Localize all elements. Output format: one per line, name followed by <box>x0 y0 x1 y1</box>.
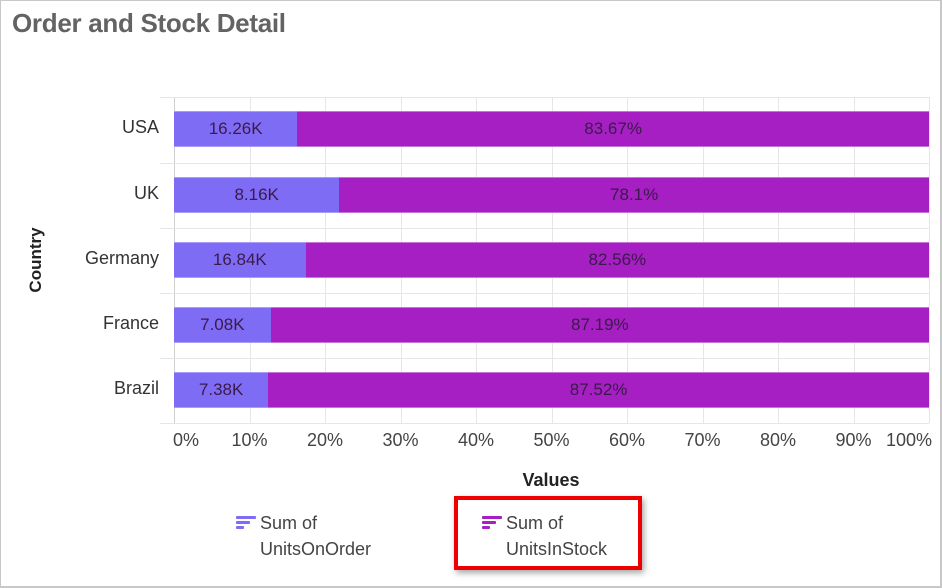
x-axis-tick-label: 90% <box>835 430 872 450</box>
x-axis-tick-label: 70% <box>684 430 721 450</box>
data-label: 7.08K <box>200 315 245 334</box>
bar-row-brazil: 7.38K 87.52% <box>174 372 929 408</box>
y-axis-label: UK <box>133 183 159 203</box>
y-axis-label: France <box>102 313 159 333</box>
legend-item-units-on-order[interactable]: Sum of UnitsOnOrder <box>236 510 371 562</box>
x-axis-tick-label: 100% <box>885 430 933 450</box>
x-axis-tick-label: 10% <box>231 430 268 450</box>
horizontal-gridline <box>160 97 929 98</box>
legend-label-line1: Sum of <box>506 513 564 533</box>
horizontal-gridline <box>160 358 929 359</box>
y-axis-label: Brazil <box>113 378 159 398</box>
x-axis-tick-label: 40% <box>457 430 495 450</box>
plot-area: 16.26K 83.67% 8.16K 78.1% 16.84K 82.56% 7.08K 8… <box>160 97 930 424</box>
bar-segment-units-on-order[interactable]: 7.08K <box>174 307 271 343</box>
bar-row-usa: 16.26K 83.67% <box>174 111 929 147</box>
x-axis-title: Values <box>522 470 580 490</box>
data-label: 16.26K <box>208 119 263 138</box>
bar-segment-units-on-order[interactable]: 8.16K <box>174 177 340 213</box>
x-axis-tick-label: 60% <box>608 430 646 450</box>
data-label: 82.56% <box>588 250 647 269</box>
legend-label-line1: Sum of <box>260 513 318 533</box>
data-label: 87.52% <box>569 380 628 399</box>
data-label: 83.67% <box>584 119 642 138</box>
bar-chart-icon <box>236 514 258 532</box>
data-label: 8.16K <box>234 185 279 204</box>
bar-row-uk: 8.16K 78.1% <box>174 177 929 213</box>
bar-segment-units-in-stock[interactable]: 82.56% <box>305 242 929 278</box>
bar-segment-units-in-stock[interactable]: 87.19% <box>270 307 929 343</box>
y-axis-title: Country <box>26 227 45 293</box>
y-axis-label: Germany <box>84 248 159 268</box>
bar-row-germany: 16.84K 82.56% <box>174 242 929 278</box>
bar-chart-icon <box>482 514 504 532</box>
bar-row-france: 7.08K 87.19% <box>174 307 929 343</box>
bar-segment-units-in-stock[interactable]: 87.52% <box>268 372 929 408</box>
bar-segment-units-in-stock[interactable]: 83.67% <box>297 111 929 147</box>
legend-label-line2: UnitsInStock <box>506 539 608 559</box>
data-label: 7.38K <box>198 380 244 399</box>
x-axis-tick-label: 80% <box>759 430 797 450</box>
x-axis-tick-label: 30% <box>382 430 419 450</box>
data-label: 87.19% <box>571 315 629 334</box>
legend-item-units-in-stock[interactable]: Sum of UnitsInStock <box>482 510 607 562</box>
highlight-annotation-box <box>454 496 642 570</box>
bar-segment-units-on-order[interactable]: 16.84K <box>174 242 306 278</box>
x-axis-tick-label: 50% <box>533 430 570 450</box>
horizontal-gridline <box>160 423 929 424</box>
data-label: 16.84K <box>212 250 267 269</box>
y-axis-label: USA <box>121 117 159 137</box>
legend-label-line2: UnitsOnOrder <box>260 539 372 559</box>
chart-title: Order and Stock Detail <box>12 8 286 38</box>
vertical-gridline <box>929 97 930 423</box>
bar-segment-units-on-order[interactable]: 7.38K <box>174 372 269 408</box>
bar-segment-units-on-order[interactable]: 16.26K <box>174 111 298 147</box>
horizontal-gridline <box>160 293 929 294</box>
horizontal-gridline <box>160 228 929 229</box>
horizontal-gridline <box>160 163 929 164</box>
bar-segment-units-in-stock[interactable]: 78.1% <box>339 177 929 213</box>
data-label: 78.1% <box>610 185 659 204</box>
x-axis-tick-label: 0% <box>172 430 200 450</box>
x-axis-tick-label: 20% <box>306 430 344 450</box>
